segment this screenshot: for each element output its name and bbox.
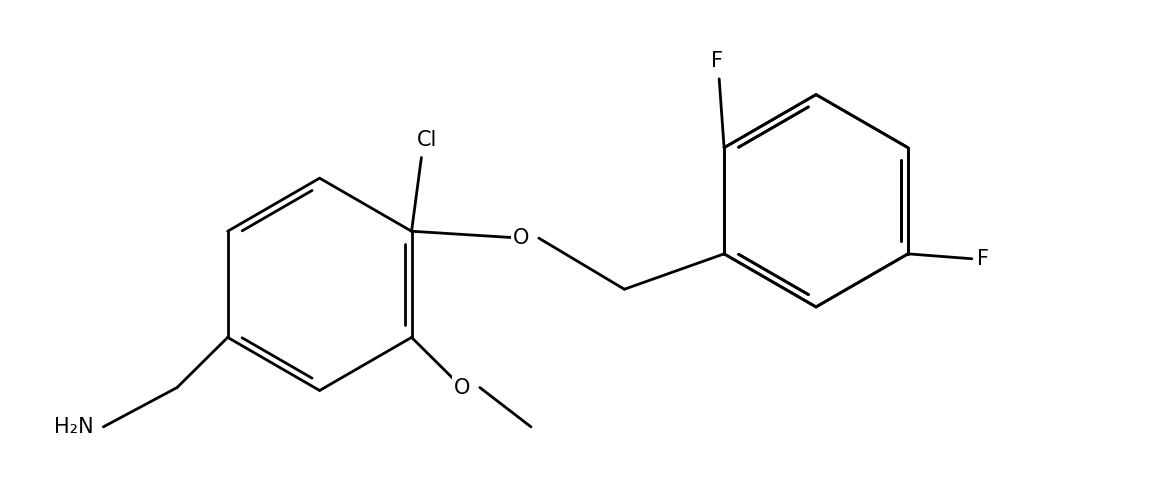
Text: O: O <box>513 228 529 248</box>
Text: Cl: Cl <box>417 130 437 149</box>
Text: F: F <box>711 51 723 71</box>
Text: H₂N: H₂N <box>54 417 94 437</box>
Text: O: O <box>454 377 471 397</box>
Text: F: F <box>977 249 989 269</box>
